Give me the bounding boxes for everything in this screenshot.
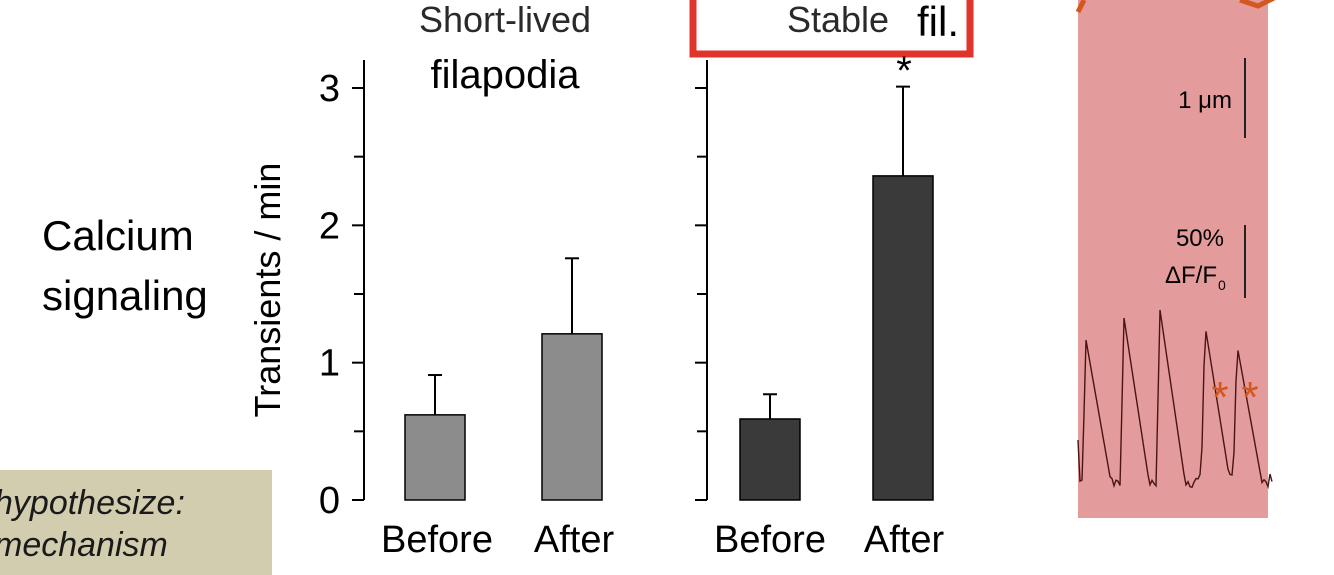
length-scale-label: 1 μm (1178, 87, 1232, 114)
amplitude-scale-subscript: 0 (1218, 277, 1226, 293)
chart1-bar-after (541, 333, 603, 501)
chart1-category-after: After (534, 519, 615, 561)
hypothesis-callout: hypothesize: mechanism (0, 470, 272, 575)
row-label-line2: signaling (42, 272, 208, 319)
chart2-category-after: After (864, 519, 945, 561)
calcium-trace (1077, 309, 1273, 490)
stable-highlight-box (689, 0, 974, 58)
chart2-title-line2: fil. (917, 0, 959, 45)
trace-background (1078, 0, 1268, 518)
chart2-bar-after (872, 175, 934, 501)
trace-panel: 1 μm 50% ΔF/F 0 * * (1075, 0, 1276, 518)
chart1-bars (404, 257, 603, 501)
chart1-tick-label-1: 1 (319, 343, 340, 385)
hypothesis-line2: mechanism (0, 526, 168, 564)
significance-asterisk: * (896, 49, 912, 93)
chart1-tick-labels: 0 1 2 3 (319, 68, 340, 522)
chart1-tick-label-3: 3 (319, 68, 340, 110)
chart-stable: Stable fil. Before After * (689, 0, 974, 561)
chart2-title-line1: Stable (787, 0, 889, 40)
trace-outline-fragment (1075, 0, 1276, 14)
hypothesis-line1: hypothesize: (0, 484, 185, 522)
amplitude-scale-line2: ΔF/F (1165, 262, 1217, 289)
row-label-line1: Calcium (42, 212, 194, 259)
trace-marker-1: * (1211, 373, 1228, 422)
chart1-category-before: Before (381, 519, 493, 561)
trace-marker-2: * (1241, 373, 1258, 422)
chart1-ticks (352, 87, 364, 501)
y-axis-label: Transients / min (247, 163, 288, 418)
chart1-tick-label-0: 0 (319, 480, 340, 522)
chart1-title-line1: Short-lived (419, 0, 591, 40)
chart2-bar-before (739, 418, 801, 501)
chart2-bars (739, 85, 934, 501)
chart1-bar-before (404, 414, 466, 501)
chart1-title-line2: filapodia (430, 53, 580, 97)
chart2-ticks (695, 87, 707, 501)
amplitude-scale-line1: 50% (1176, 225, 1224, 252)
chart2-category-before: Before (714, 519, 826, 561)
chart1-tick-label-2: 2 (319, 205, 340, 247)
chart-short-lived: Short-lived filapodia 0 1 2 3 Before After (319, 0, 615, 561)
